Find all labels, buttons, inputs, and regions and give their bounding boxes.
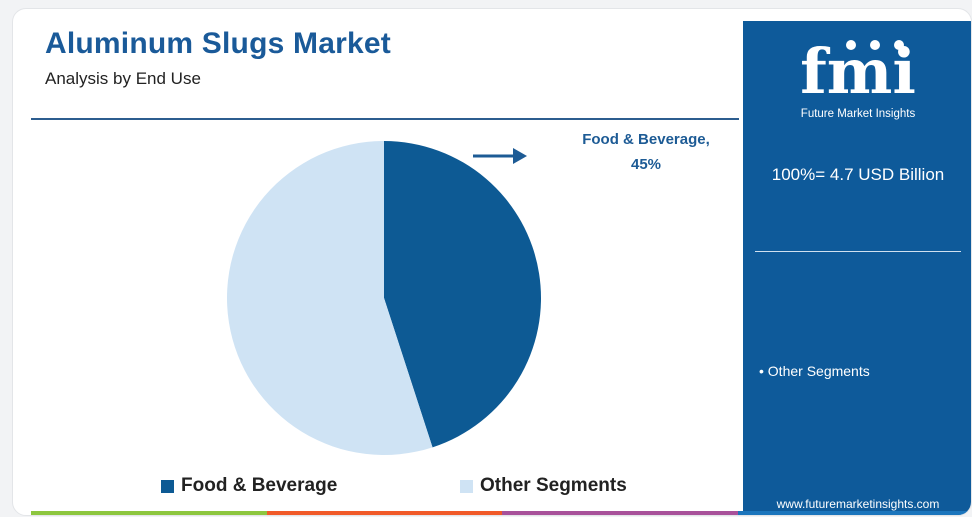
sidebar-bullet: • Other Segments xyxy=(759,363,870,379)
bottom-color-bar xyxy=(31,511,971,515)
bottom-bar-segment xyxy=(737,511,971,515)
bottom-bar-segment xyxy=(502,511,738,515)
fmi-logo: fmi Future Market Insights xyxy=(800,35,916,120)
legend-swatch xyxy=(460,479,473,493)
legend-label: Other Segments xyxy=(480,475,627,496)
logo-dot xyxy=(894,40,904,50)
callout-label: Food & Beverage, xyxy=(582,131,710,148)
chart-panel: Aluminum Slugs Market Analysis by End Us… xyxy=(31,17,971,515)
legend-swatch xyxy=(161,479,174,493)
logo-tagline: Future Market Insights xyxy=(801,108,916,120)
slice-callout: Food & Beverage, 45% xyxy=(566,127,726,177)
pie-chart xyxy=(227,141,541,455)
pie-slice-food-beverage xyxy=(384,141,541,448)
legend-item-food-beverage: Food & Beverage xyxy=(161,475,337,497)
legend-item-other-segments: Other Segments xyxy=(460,475,627,497)
sidebar-divider xyxy=(755,251,961,252)
callout-value: 45% xyxy=(630,156,662,173)
legend-label: Food & Beverage xyxy=(181,475,338,496)
bottom-bar-segment xyxy=(31,511,267,515)
chart-title: Aluminum Slugs Market xyxy=(45,27,391,60)
chart-card: Aluminum Slugs Market Analysis by End Us… xyxy=(12,8,972,516)
info-sidebar: fmi Future Market Insights 100%= 4.7 USD… xyxy=(743,21,971,515)
website-url: www.futuremarketinsights.com xyxy=(776,497,940,511)
bottom-bar-segment xyxy=(266,511,502,515)
logo-dot xyxy=(846,40,856,50)
logo-dot xyxy=(870,40,880,50)
pie-slice-other-segments xyxy=(227,141,433,455)
chart-subtitle: Analysis by End Use xyxy=(45,69,201,88)
arrow-right-icon xyxy=(473,148,527,164)
market-total: 100%= 4.7 USD Billion xyxy=(771,165,945,184)
title-divider xyxy=(31,118,739,120)
